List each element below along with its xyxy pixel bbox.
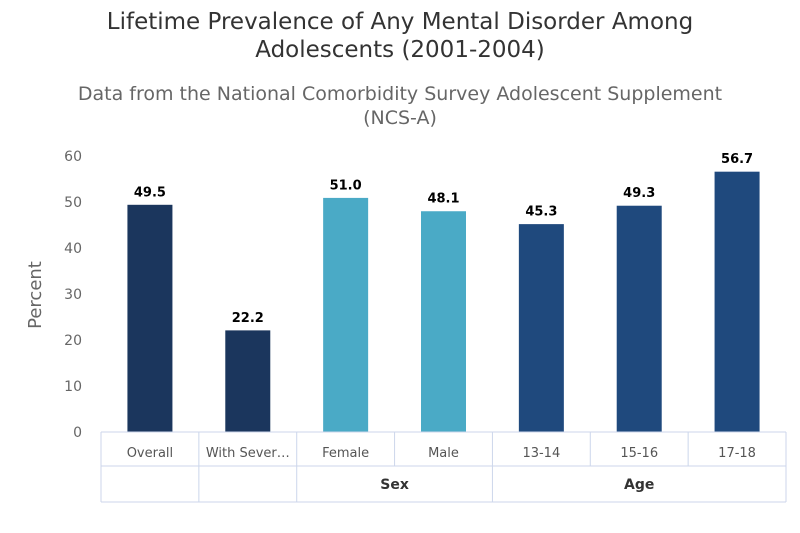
chart-subtitle-line-2: (NCS-A) bbox=[363, 107, 437, 129]
x-axis: Overall With Sever… Female Male 13-14 15-16 17… bbox=[100, 431, 787, 503]
category-label: Female bbox=[322, 446, 369, 461]
y-axis-label: Percent bbox=[25, 261, 46, 329]
y-axis-ticks: 0 10 20 30 40 50 60 bbox=[64, 149, 82, 441]
y-tick-label: 60 bbox=[64, 149, 82, 165]
category-label: Male bbox=[428, 446, 459, 461]
category-label: With Sever… bbox=[206, 446, 290, 461]
data-label: 49.5 bbox=[134, 185, 166, 200]
category-label: 17-18 bbox=[718, 446, 756, 461]
category-label: Overall bbox=[127, 446, 173, 461]
data-label: 49.3 bbox=[623, 186, 655, 201]
chart-subtitle: Data from the National Comorbidity Surve… bbox=[0, 82, 800, 130]
data-label: 56.7 bbox=[721, 152, 753, 167]
bar[interactable] bbox=[420, 210, 467, 433]
y-tick-label: 50 bbox=[64, 195, 82, 211]
group-label: Sex bbox=[380, 477, 409, 493]
category-label: 15-16 bbox=[620, 446, 658, 461]
data-label: 22.2 bbox=[232, 311, 264, 326]
y-tick-label: 0 bbox=[73, 425, 82, 441]
group-label: Age bbox=[624, 477, 654, 493]
y-tick-label: 40 bbox=[64, 241, 82, 257]
category-label: 13-14 bbox=[522, 446, 560, 461]
chart-subtitle-line-1: Data from the National Comorbidity Surve… bbox=[77, 83, 723, 105]
bar[interactable] bbox=[126, 203, 174, 433]
bar[interactable] bbox=[713, 170, 761, 433]
bar[interactable] bbox=[322, 196, 370, 433]
y-tick-label: 20 bbox=[64, 333, 82, 349]
chart-title: Lifetime Prevalence of Any Mental Disord… bbox=[0, 8, 800, 64]
data-label: 48.1 bbox=[427, 192, 459, 207]
bars bbox=[126, 170, 761, 433]
y-tick-label: 30 bbox=[64, 287, 82, 303]
bar[interactable] bbox=[517, 223, 565, 433]
bar[interactable] bbox=[224, 329, 272, 433]
y-tick-label: 10 bbox=[64, 379, 82, 395]
chart-title-line-1: Lifetime Prevalence of Any Mental Disord… bbox=[106, 9, 694, 35]
data-labels: 49.5 22.2 51.0 48.1 45.3 49.3 56.7 bbox=[134, 152, 753, 326]
bar[interactable] bbox=[615, 204, 663, 433]
data-label: 51.0 bbox=[330, 178, 362, 193]
data-label: 45.3 bbox=[525, 205, 557, 220]
chart-title-line-2: Adolescents (2001-2004) bbox=[255, 37, 545, 63]
